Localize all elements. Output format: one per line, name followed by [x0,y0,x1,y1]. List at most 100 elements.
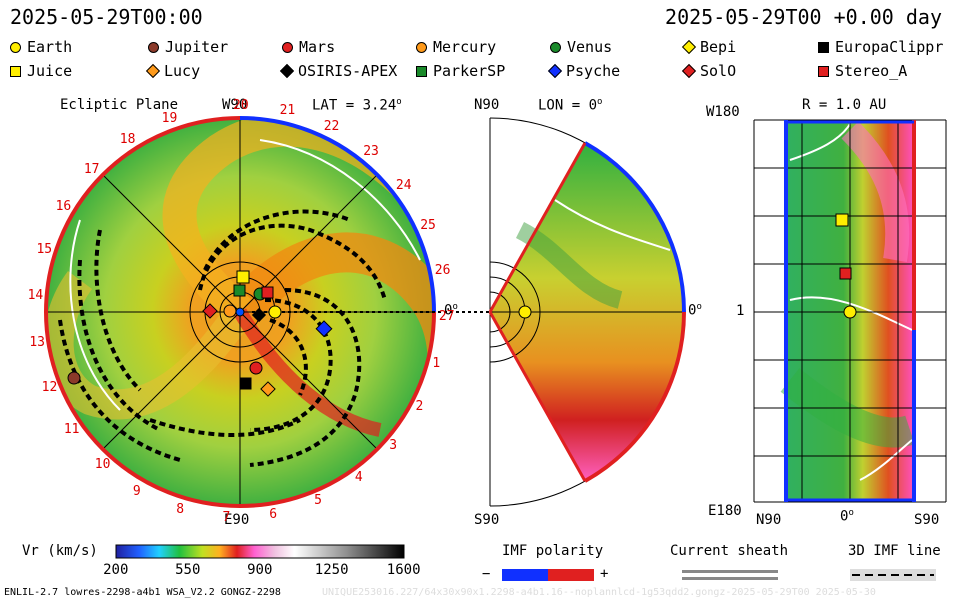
timestamp-right: 2025-05-29T00 +0.00 day [665,5,942,29]
ecliptic-day-tick: 15 [36,242,53,258]
legend-label: Jupiter [165,38,229,56]
legend-item-stereo-a: Stereo_A [818,62,907,80]
ecliptic-day-tick: 19 [161,110,178,126]
legend-item-solo: SolO [681,62,736,80]
legend-circle-icon [282,41,293,53]
legend-item-parkersp: ParkerSP [416,62,505,80]
ecliptic-top-label: W90 [222,97,248,113]
ecliptic-day-tick: 27 [438,309,455,325]
earth-marker [268,305,282,319]
meridional-top-label: N90 [474,97,500,113]
legend-label: Juice [27,62,73,80]
ecliptic-day-tick: 26 [434,262,451,278]
legend-item-bepi: Bepi [681,38,737,56]
legend-square-icon [818,65,829,77]
legend-item-mars: Mars [282,38,335,56]
radial-bottom-left-label: E180 [708,503,742,519]
legend-label: Bepi [700,38,737,56]
sun-marker [235,307,245,317]
ecliptic-day-tick: 3 [389,438,398,454]
colorbar-tick-label: 550 [175,562,201,578]
jupiter-marker [67,371,81,385]
legend-label: Mars [299,38,336,56]
legend-label: Earth [27,38,73,56]
ecliptic-day-tick: 13 [29,335,45,351]
radial-mid-left-label: 1 [736,303,745,319]
psyche-marker [315,320,333,338]
legend-label: Stereo_A [835,62,908,80]
ecliptic-day-tick: 6 [269,506,278,522]
legend-item-earth: Earth [10,38,72,56]
legend-square-icon [416,65,427,77]
legend-label: ParkerSP [433,62,506,80]
legend-item-europaclippr: EuropaClippr [818,38,943,56]
ecliptic-day-tick: 2 [415,399,424,415]
legend-circle-icon [10,41,21,53]
legend-label: Venus [567,38,613,56]
sheath-swatch-bottom [682,577,778,580]
europaclippr-marker [239,377,252,390]
legend-circle-icon [416,41,427,53]
colorbar-tick-label: 1600 [386,562,421,578]
ecliptic-day-tick: 12 [41,380,58,396]
radial-bottom-s-label: S90 [914,512,940,528]
mercury-marker [223,304,237,318]
mars-marker [249,361,263,375]
radial-bottom-n-label: N90 [756,512,782,528]
timestamp-left: 2025-05-29T00:00 [10,5,203,29]
ecliptic-day-tick: 9 [132,484,141,500]
meridional-plot [488,117,686,507]
lucy-marker [260,381,276,397]
legend-item-psyche: Psyche [547,62,621,80]
ecliptic-day-tick: 24 [395,177,412,193]
ecliptic-day-tick: 1 [432,355,441,371]
meridional-earth-marker [518,305,532,319]
ecliptic-day-tick: 5 [314,493,322,509]
ecliptic-day-tick: 10 [94,456,111,472]
ecliptic-day-tick: 21 [279,103,296,119]
sheath-title: Current sheath [670,543,789,559]
legend-square-icon [10,65,21,77]
radial-bottom-mid-label: 0o [840,508,854,525]
legend-label: EuropaClippr [835,38,944,56]
legend-item-mercury: Mercury [416,38,496,56]
radial-top-left-label: W180 [706,104,740,120]
colorbar-title: Vr (km/s) [22,543,98,559]
ecliptic-day-tick: 14 [27,288,44,304]
colorbar-tick-label: 1250 [314,562,349,578]
ecliptic-day-tick: 4 [354,470,363,486]
imf-title: IMF polarity [502,543,604,559]
stereo-a-marker [261,286,274,299]
juice-marker [236,270,250,284]
legend-label: OSIRIS-APEX [298,62,398,80]
legend-item-jupiter: Jupiter [148,38,228,56]
ecliptic-day-tick: 7 [222,509,231,525]
legend-circle-icon [148,41,159,53]
radial-stereo-a-marker [839,267,852,280]
parkersp-marker [233,284,246,297]
imf-positive-swatch [548,569,594,581]
osiris-apex-marker [251,307,267,323]
legend-label: Psyche [566,62,621,80]
solo-marker [202,303,218,319]
ecliptic-day-tick: 25 [420,218,436,234]
footer-run-id: UNIQUE253016.227/64x30x90x1.2298-a4b1.16… [322,587,876,598]
legend-label: Mercury [433,38,497,56]
imf-minus: − [482,566,491,582]
radial-shell-plot [753,119,947,503]
radial-earth-marker [843,305,857,319]
ecliptic-plot [44,116,490,508]
velocity-colorbar [115,544,405,559]
footer-model-info: ENLIL-2.7 lowres-2298-a4b1 WSA_V2.2 GONG… [4,587,281,598]
legend-label: Lucy [164,62,201,80]
meridional-lon-label: LON = 0o [538,97,603,114]
ecliptic-bottom-label: E90 [224,512,250,528]
ecliptic-lat-label: LAT = 3.24o [312,97,402,114]
legend-item-lucy: Lucy [145,62,201,80]
meridional-right-label: 0o [688,302,702,319]
ecliptic-day-tick: 16 [55,199,72,215]
radial-r-label: R = 1.0 AU [802,97,887,113]
meridional-bottom-label: S90 [474,512,500,528]
legend-item-venus: Venus [550,38,612,56]
